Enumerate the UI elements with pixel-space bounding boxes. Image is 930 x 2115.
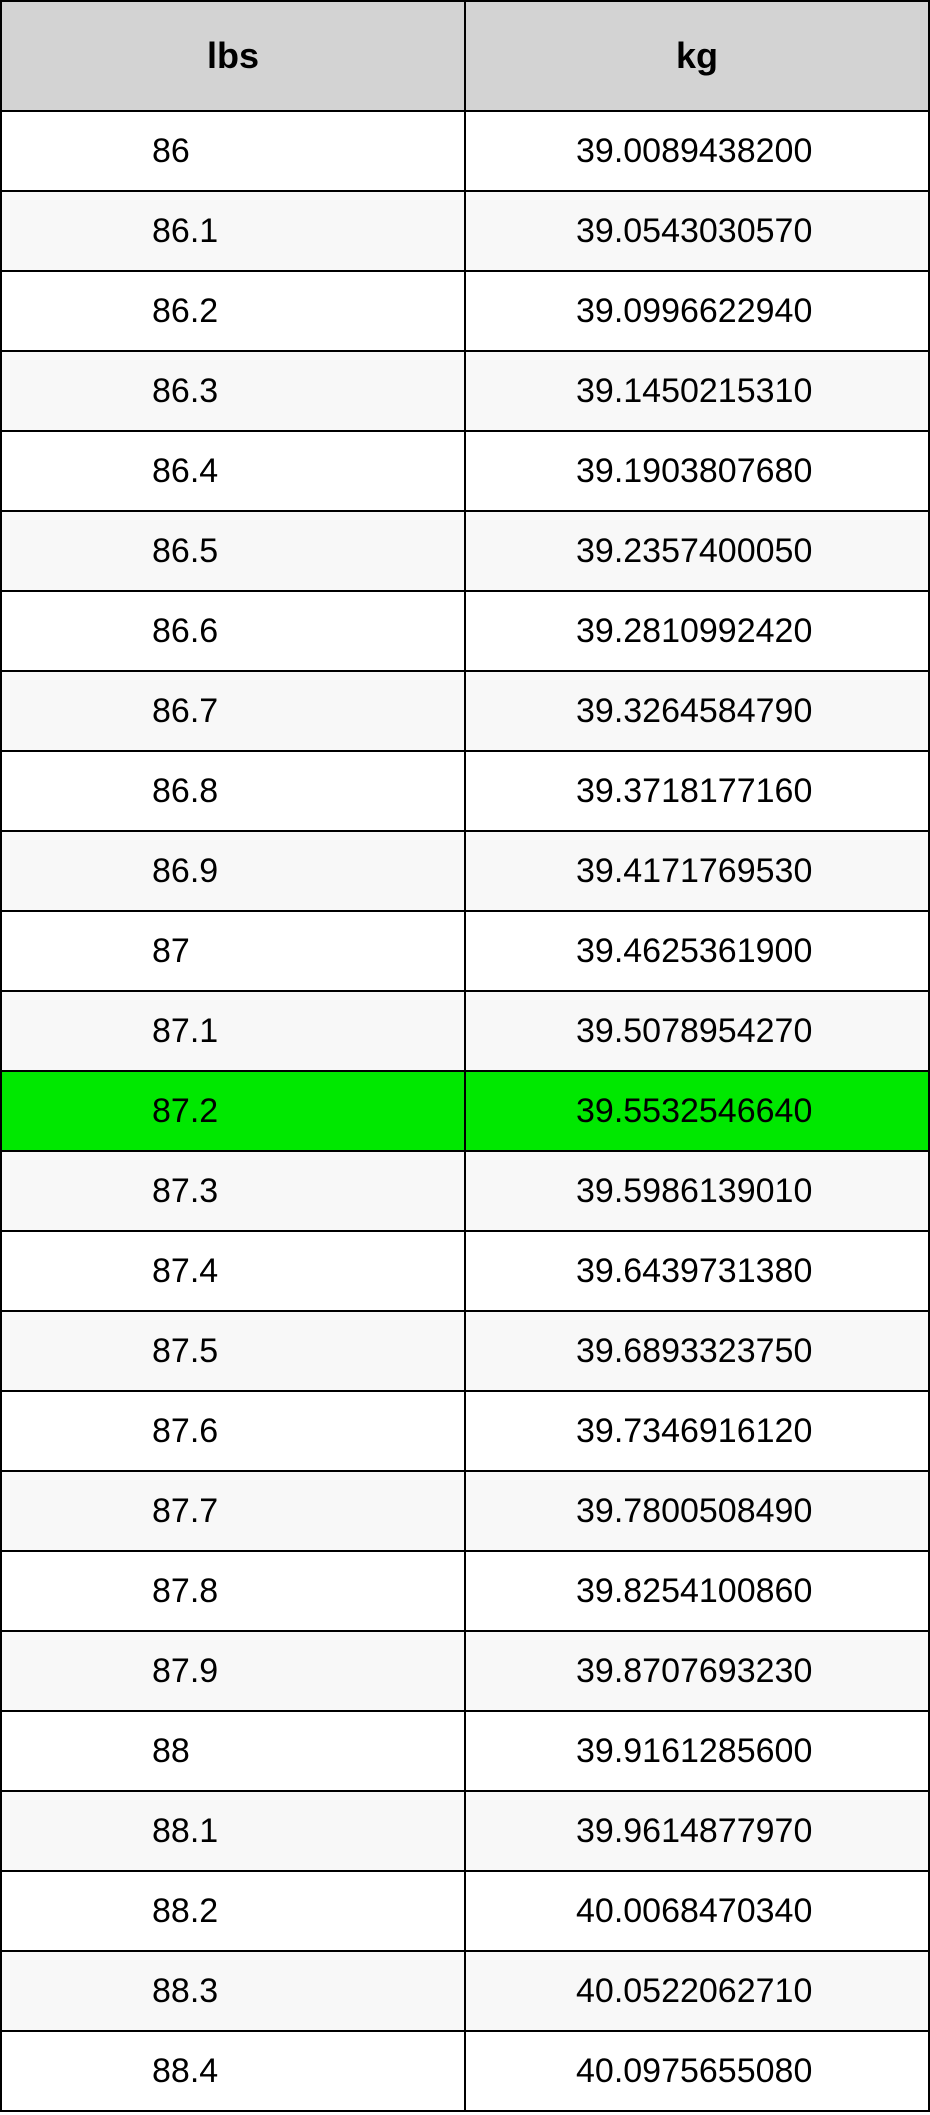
table-row: 8639.0089438200: [1, 111, 929, 191]
table-body: 8639.008943820086.139.054303057086.239.0…: [1, 111, 929, 2111]
cell-kg: 39.7346916120: [465, 1391, 929, 1471]
table-row: 87.739.7800508490: [1, 1471, 929, 1551]
table-row: 86.639.2810992420: [1, 591, 929, 671]
cell-kg: 39.0996622940: [465, 271, 929, 351]
cell-kg: 39.6439731380: [465, 1231, 929, 1311]
cell-kg: 39.5532546640: [465, 1071, 929, 1151]
table-row: 87.839.8254100860: [1, 1551, 929, 1631]
cell-kg: 39.4625361900: [465, 911, 929, 991]
cell-kg: 39.2810992420: [465, 591, 929, 671]
table-row: 86.339.1450215310: [1, 351, 929, 431]
cell-lbs: 86.6: [1, 591, 465, 671]
cell-lbs: 87.6: [1, 1391, 465, 1471]
cell-lbs: 87.5: [1, 1311, 465, 1391]
table-row: 87.139.5078954270: [1, 991, 929, 1071]
cell-lbs: 87.7: [1, 1471, 465, 1551]
cell-kg: 39.5986139010: [465, 1151, 929, 1231]
cell-lbs: 87.1: [1, 991, 465, 1071]
table-row: 88.240.0068470340: [1, 1871, 929, 1951]
cell-kg: 39.7800508490: [465, 1471, 929, 1551]
cell-lbs: 88.3: [1, 1951, 465, 2031]
cell-kg: 39.6893323750: [465, 1311, 929, 1391]
table-row: 88.139.9614877970: [1, 1791, 929, 1871]
table-row: 87.939.8707693230: [1, 1631, 929, 1711]
header-kg: kg: [465, 1, 929, 111]
cell-lbs: 86.2: [1, 271, 465, 351]
cell-kg: 39.1903807680: [465, 431, 929, 511]
table-header-row: lbs kg: [1, 1, 929, 111]
table-row: 8739.4625361900: [1, 911, 929, 991]
conversion-table: lbs kg 8639.008943820086.139.05430305708…: [0, 0, 930, 2112]
table-row: 86.139.0543030570: [1, 191, 929, 271]
cell-lbs: 88.4: [1, 2031, 465, 2111]
cell-kg: 39.9161285600: [465, 1711, 929, 1791]
table-row: 86.439.1903807680: [1, 431, 929, 511]
cell-kg: 39.0543030570: [465, 191, 929, 271]
table-row: 86.839.3718177160: [1, 751, 929, 831]
cell-kg: 40.0522062710: [465, 1951, 929, 2031]
cell-lbs: 86: [1, 111, 465, 191]
cell-lbs: 88: [1, 1711, 465, 1791]
table-row: 87.239.5532546640: [1, 1071, 929, 1151]
cell-lbs: 86.9: [1, 831, 465, 911]
table-row: 8839.9161285600: [1, 1711, 929, 1791]
cell-lbs: 86.5: [1, 511, 465, 591]
cell-kg: 39.1450215310: [465, 351, 929, 431]
table-row: 87.639.7346916120: [1, 1391, 929, 1471]
cell-kg: 39.5078954270: [465, 991, 929, 1071]
cell-lbs: 87.8: [1, 1551, 465, 1631]
cell-kg: 40.0975655080: [465, 2031, 929, 2111]
cell-kg: 39.0089438200: [465, 111, 929, 191]
table-row: 86.539.2357400050: [1, 511, 929, 591]
cell-lbs: 87: [1, 911, 465, 991]
cell-lbs: 86.7: [1, 671, 465, 751]
cell-lbs: 88.2: [1, 1871, 465, 1951]
header-lbs: lbs: [1, 1, 465, 111]
table-row: 86.739.3264584790: [1, 671, 929, 751]
cell-kg: 39.3718177160: [465, 751, 929, 831]
cell-lbs: 88.1: [1, 1791, 465, 1871]
cell-lbs: 86.3: [1, 351, 465, 431]
cell-kg: 39.4171769530: [465, 831, 929, 911]
table-row: 88.440.0975655080: [1, 2031, 929, 2111]
cell-kg: 40.0068470340: [465, 1871, 929, 1951]
cell-lbs: 86.4: [1, 431, 465, 511]
cell-kg: 39.3264584790: [465, 671, 929, 751]
table-row: 87.539.6893323750: [1, 1311, 929, 1391]
cell-kg: 39.8707693230: [465, 1631, 929, 1711]
cell-lbs: 87.3: [1, 1151, 465, 1231]
cell-kg: 39.9614877970: [465, 1791, 929, 1871]
cell-kg: 39.8254100860: [465, 1551, 929, 1631]
table-row: 86.939.4171769530: [1, 831, 929, 911]
table-row: 88.340.0522062710: [1, 1951, 929, 2031]
table-row: 87.339.5986139010: [1, 1151, 929, 1231]
cell-lbs: 86.1: [1, 191, 465, 271]
table-row: 87.439.6439731380: [1, 1231, 929, 1311]
cell-lbs: 86.8: [1, 751, 465, 831]
cell-kg: 39.2357400050: [465, 511, 929, 591]
cell-lbs: 87.2: [1, 1071, 465, 1151]
cell-lbs: 87.9: [1, 1631, 465, 1711]
table-row: 86.239.0996622940: [1, 271, 929, 351]
cell-lbs: 87.4: [1, 1231, 465, 1311]
